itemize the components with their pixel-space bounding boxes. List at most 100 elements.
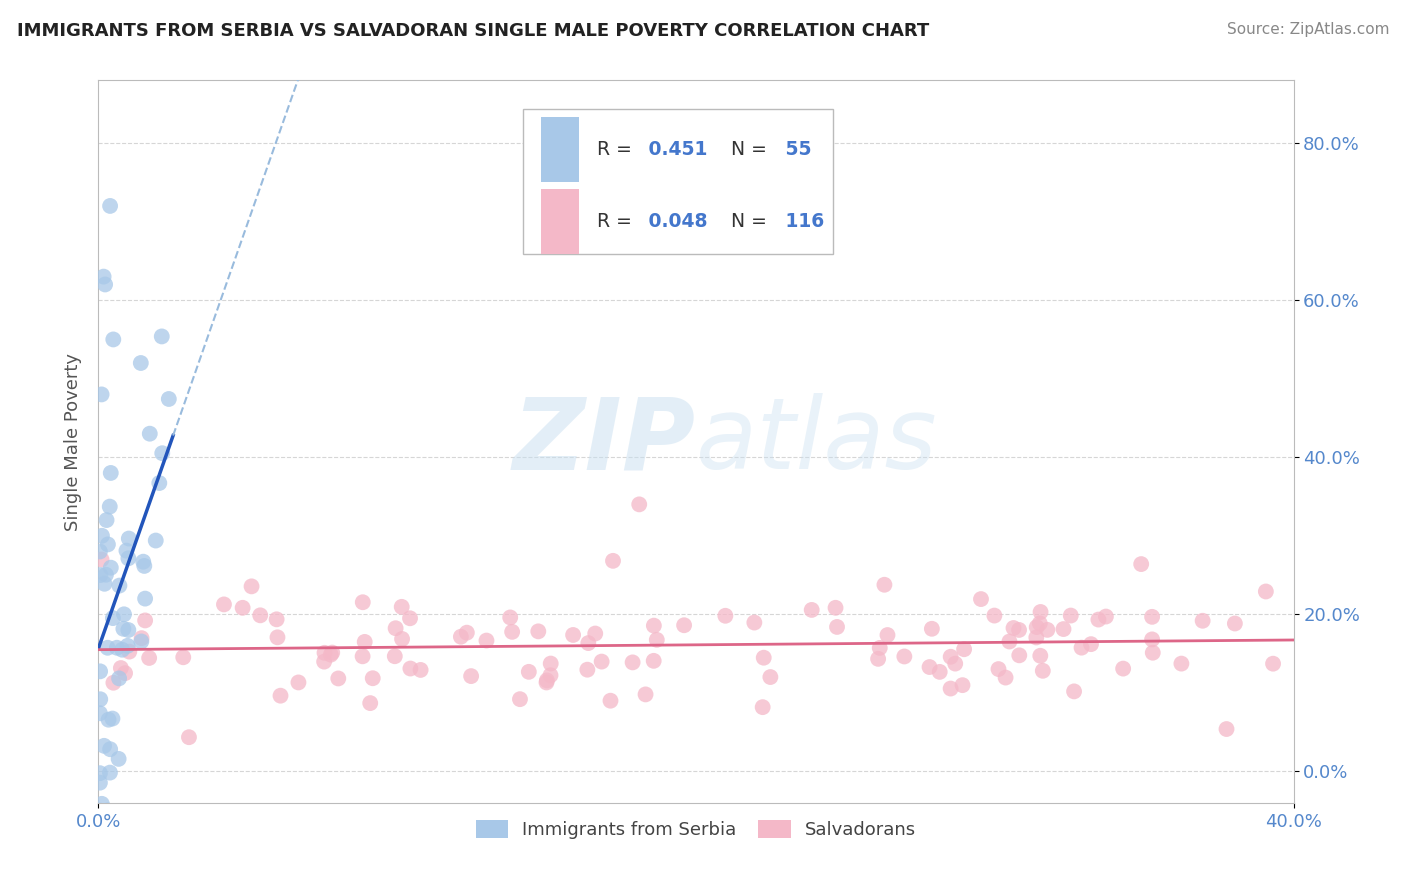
Text: 0.048: 0.048 (641, 212, 707, 231)
Point (97, 804, 120, 818)
Point (97, 640, 120, 655)
Point (1032, 664, 1054, 678)
Point (1095, 609, 1118, 624)
Point (118, 532, 141, 546)
Point (108, 578, 131, 592)
Point (643, 618, 665, 632)
Point (270, 689, 292, 703)
Point (118, 645, 141, 659)
FancyBboxPatch shape (541, 117, 579, 182)
Point (673, 618, 696, 632)
Point (450, 630, 472, 644)
Point (145, 533, 167, 548)
Point (987, 662, 1010, 676)
Point (873, 578, 896, 592)
Text: 116: 116 (779, 212, 824, 231)
Point (97, 537, 120, 551)
Point (1254, 584, 1277, 599)
Point (117, 551, 139, 566)
Point (89, 665, 111, 679)
Point (562, 628, 585, 642)
Point (314, 655, 336, 669)
Point (634, 687, 657, 701)
Point (93, 269, 115, 284)
Point (361, 671, 384, 685)
Point (353, 635, 375, 649)
Point (103, 333, 125, 347)
Point (266, 612, 288, 626)
Point (998, 634, 1021, 648)
Point (921, 622, 943, 636)
Point (150, 329, 173, 343)
Point (384, 621, 406, 635)
Point (287, 675, 309, 690)
Point (714, 608, 737, 623)
FancyBboxPatch shape (541, 189, 579, 254)
Point (509, 692, 531, 706)
Point (645, 632, 668, 647)
Point (1070, 640, 1092, 655)
Point (249, 608, 271, 623)
Point (970, 592, 993, 607)
Point (824, 600, 846, 615)
Point (1008, 623, 1031, 637)
Point (918, 660, 941, 674)
Point (100, 560, 122, 574)
Point (953, 642, 976, 657)
Point (177, 730, 200, 744)
Point (328, 672, 350, 686)
Point (536, 675, 558, 690)
Point (97, 804, 120, 818)
Point (1223, 616, 1246, 631)
Point (172, 650, 194, 665)
Point (399, 661, 422, 675)
Point (952, 678, 974, 692)
Point (319, 648, 342, 662)
Point (540, 657, 562, 671)
Point (98, 765, 121, 780)
Point (90, 387, 112, 401)
Point (101, 712, 124, 726)
Point (266, 630, 288, 644)
Point (1261, 657, 1284, 671)
Point (583, 626, 606, 640)
Point (399, 611, 422, 625)
Point (1002, 621, 1025, 635)
Point (868, 652, 890, 666)
Point (134, 558, 156, 573)
Point (107, 752, 129, 766)
Point (117, 639, 139, 653)
Point (101, 611, 124, 625)
Point (576, 636, 599, 650)
Point (103, 675, 125, 690)
Point (591, 655, 613, 669)
Text: 0.451: 0.451 (641, 140, 707, 159)
Point (114, 666, 136, 681)
Point (314, 646, 336, 660)
Point (1170, 657, 1192, 671)
Point (150, 446, 173, 460)
Point (240, 579, 263, 593)
Text: Source: ZipAtlas.com: Source: ZipAtlas.com (1226, 22, 1389, 37)
Point (869, 640, 891, 655)
Point (132, 555, 155, 569)
Point (943, 657, 966, 671)
Point (536, 673, 558, 688)
Text: N =: N = (713, 212, 773, 231)
Point (928, 665, 950, 679)
Point (939, 649, 962, 664)
Text: 55: 55 (779, 140, 811, 159)
Point (89, 706, 111, 721)
Point (131, 634, 153, 648)
Point (759, 670, 782, 684)
Point (1029, 648, 1052, 663)
Point (1140, 632, 1163, 647)
Point (1191, 614, 1213, 628)
Point (89, 766, 111, 780)
Point (599, 694, 621, 708)
Legend: Immigrants from Serbia, Salvadorans: Immigrants from Serbia, Salvadorans (467, 811, 925, 848)
Point (131, 631, 153, 645)
Point (93, 576, 115, 591)
Point (939, 681, 962, 696)
Point (994, 671, 1017, 685)
